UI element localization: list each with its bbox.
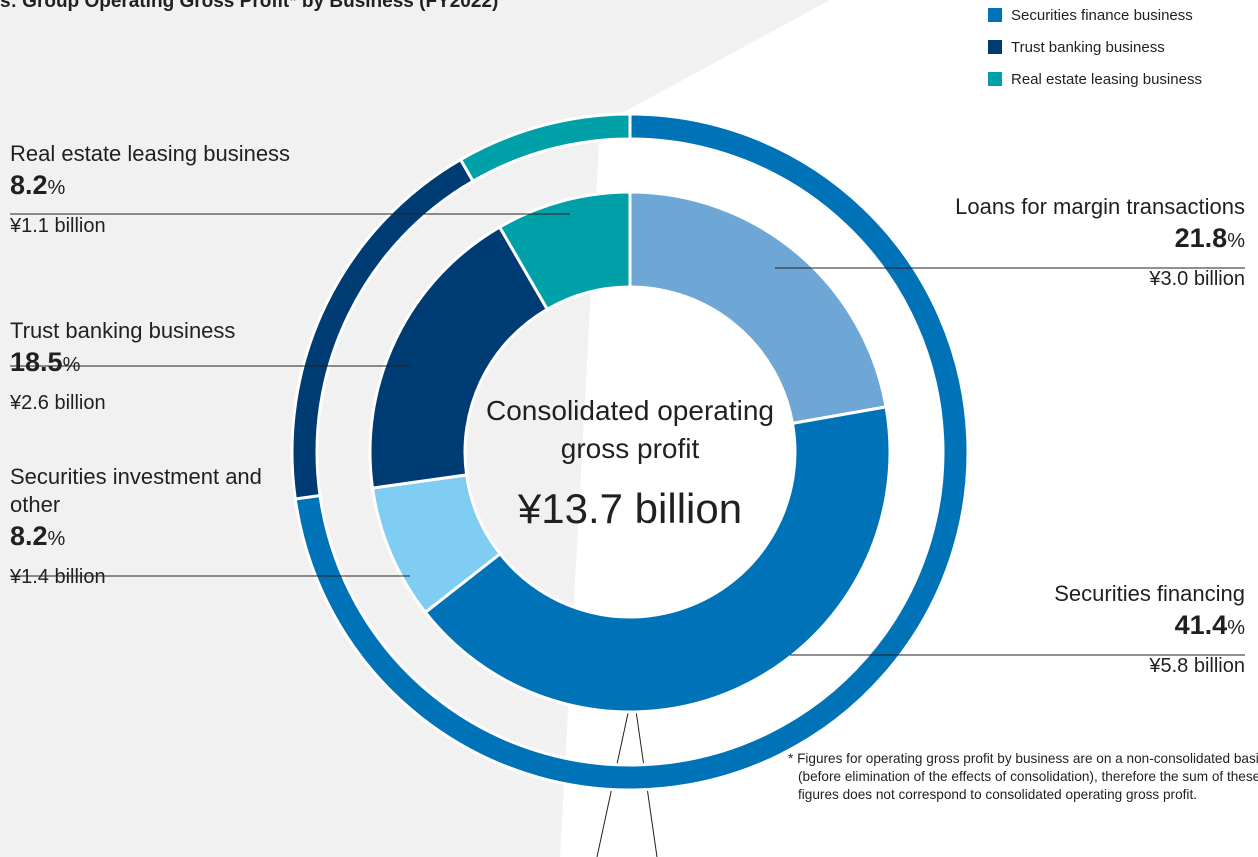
legend-swatch [988,8,1002,22]
percent: 21.8% [955,221,1245,258]
amount: ¥1.4 billion [10,566,106,588]
amount: ¥2.6 billion [10,392,106,414]
rings [290,112,970,792]
category-name: Real estate leasing business [10,141,291,166]
segment-label: Securities financing 41.4% ¥5.8 billion [1054,580,1245,681]
amount: ¥1.1 billion [10,215,106,237]
percent: 18.5% [10,345,235,382]
legend-item: Securities finance business [988,7,1193,24]
percent-value: 18.5 [10,347,63,377]
legend-swatch [988,40,1002,54]
category-name: Loans for margin transactions [955,194,1245,219]
legend-swatch [988,72,1002,86]
percent-unit: % [47,528,66,550]
segment-label: Real estate leasing business 8.2% ¥1.1 bil… [10,140,290,241]
percent-value: 8.2 [10,521,48,551]
percent: 41.4% [1054,608,1245,645]
inner-segment [423,405,892,714]
inner-segment [628,190,888,426]
category-name: Securities investment and other [10,464,262,517]
percent: 8.2% [10,519,290,556]
legend-label: Real estate leasing business [1011,71,1202,88]
leader-lines [10,213,1245,656]
segment-label: Loans for margin transactions 21.8% ¥3.0 b… [955,193,1245,294]
percent-unit: % [1227,617,1245,639]
center-text: Consolidated operating gross profit [486,395,774,464]
center-label: Consolidated operating gross profit ¥13.… [460,392,800,534]
footnote: * Figures for operating gross profit by … [788,751,1258,802]
legend-label: Trust banking business [1011,39,1165,56]
percent: 8.2% [10,168,290,205]
category-name: Trust banking business [10,318,236,343]
outer-segment [458,112,632,184]
percent-unit: % [62,354,81,376]
center-value: ¥13.7 billion [517,485,743,532]
inner-segment [497,190,632,312]
legend-label: Securities finance business [1011,7,1193,24]
segment-label: Trust banking business 18.5% ¥2.6 billion [10,317,235,418]
legend-item: Real estate leasing business [988,71,1202,88]
chart-title: s: Group Operating Gross Profit* by Busi… [0,0,499,12]
category-name: Securities financing [1054,581,1245,606]
segment-label: Securities investment and other 8.2% ¥1.4 … [10,463,290,592]
percent-unit: % [1227,230,1245,252]
legend-item: Trust banking business [988,39,1165,56]
percent-value: 41.4 [1174,610,1228,640]
percent-unit: % [47,177,66,199]
amount: ¥5.8 billion [1149,655,1245,677]
amount: ¥3.0 billion [1149,268,1245,290]
percent-value: 8.2 [10,170,48,200]
percent-value: 21.8 [1174,223,1228,253]
